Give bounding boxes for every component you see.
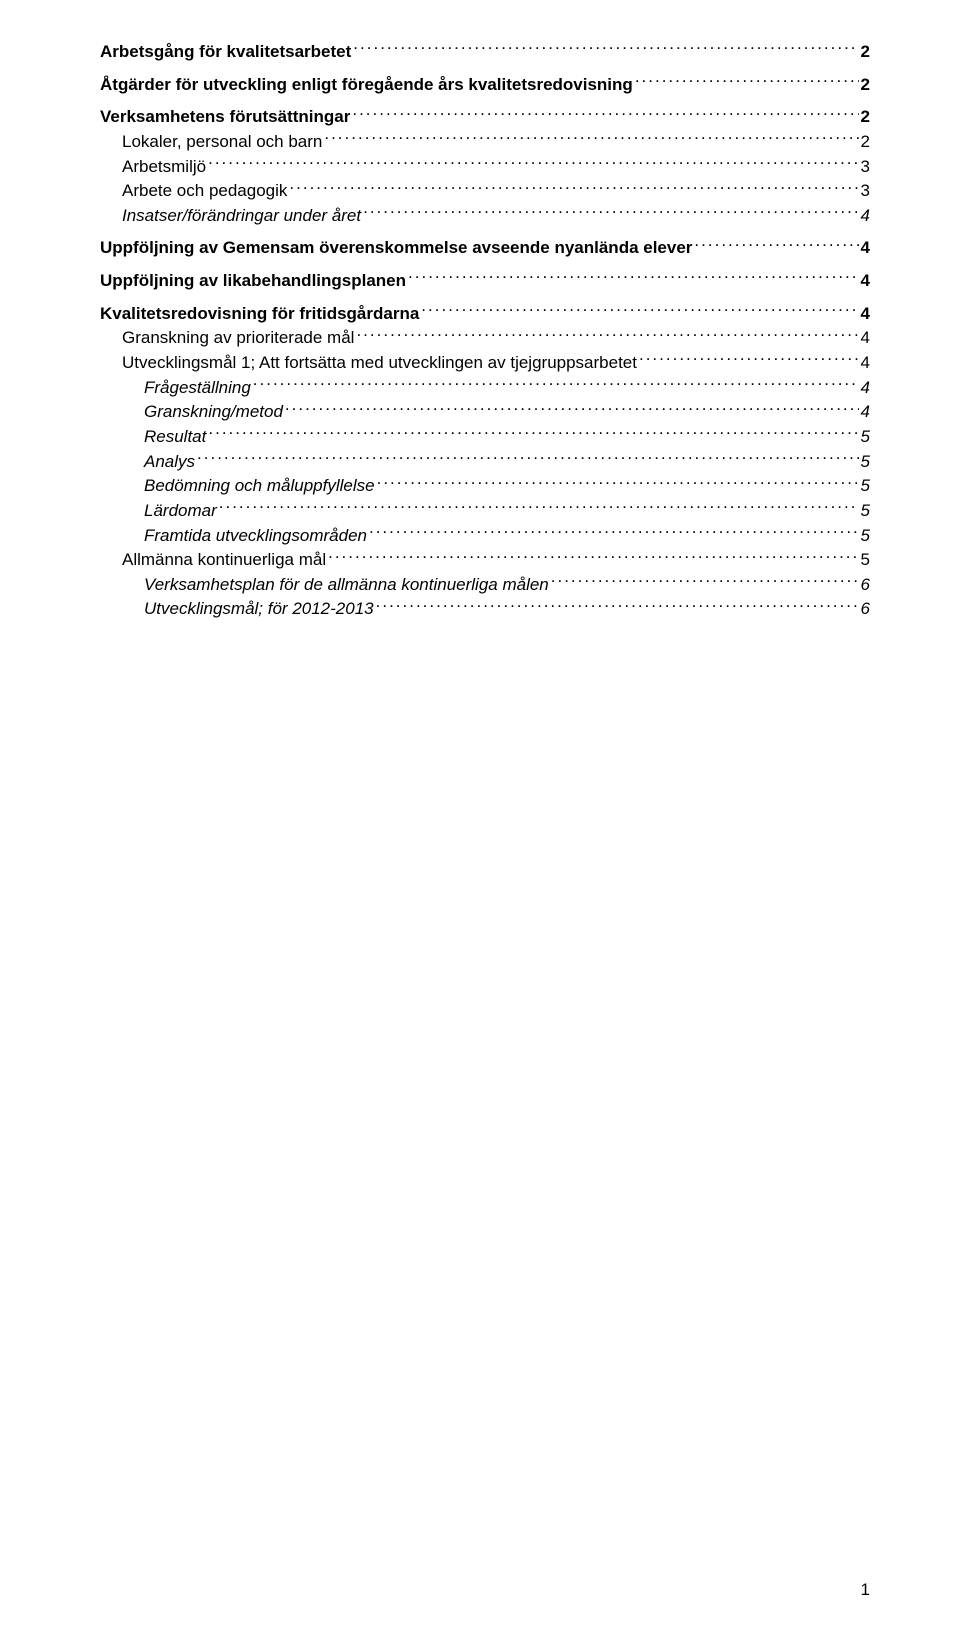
toc-entry-label: Arbetsmiljö: [122, 155, 206, 180]
toc-entry-label: Verksamhetsplan för de allmänna kontinue…: [144, 573, 549, 598]
toc-entry-label: Lärdomar: [144, 499, 217, 524]
toc-leader-dots: [208, 425, 858, 442]
toc-leader-dots: [635, 73, 859, 90]
toc-entry-label: Uppföljning av likabehandlingsplanen: [100, 269, 406, 294]
document-page: Arbetsgång för kvalitetsarbetet 2 Åtgärde…: [0, 0, 960, 1634]
toc-spacer: [100, 97, 870, 105]
toc-entry-page: 5: [861, 499, 870, 524]
toc-entry: Verksamhetsplan för de allmänna kontinue…: [100, 573, 870, 598]
toc-entry-page: 4: [861, 351, 870, 376]
toc-entry: Uppföljning av likabehandlingsplanen 4: [100, 269, 870, 294]
toc-entry-label: Verksamhetens förutsättningar: [100, 105, 350, 130]
toc-entry-page: 4: [861, 302, 870, 327]
toc-leader-dots: [208, 155, 858, 172]
toc-entry-label: Frågeställning: [144, 376, 251, 401]
toc-entry-label: Analys: [144, 450, 195, 475]
toc-entry: Bedömning och måluppfyllelse 5: [100, 474, 870, 499]
toc-entry-page: 2: [861, 130, 870, 155]
toc-entry-page: 5: [861, 425, 870, 450]
toc-entry: Arbetsgång för kvalitetsarbetet 2: [100, 40, 870, 65]
toc-entry-page: 4: [861, 326, 870, 351]
toc-entry-page: 4: [861, 204, 870, 229]
toc-entry-page: 4: [861, 236, 870, 261]
toc-entry-page: 2: [861, 105, 870, 130]
toc-leader-dots: [376, 597, 859, 614]
toc-leader-dots: [369, 524, 859, 541]
toc-entry-page: 5: [861, 450, 870, 475]
toc-entry-page: 2: [861, 40, 870, 65]
toc-entry-page: 4: [861, 376, 870, 401]
toc-entry-label: Utvecklingsmål; för 2012-2013: [144, 597, 374, 622]
toc-leader-dots: [377, 474, 859, 491]
toc-entry-page: 5: [861, 548, 870, 573]
toc-entry-label: Granskning/metod: [144, 400, 283, 425]
toc-leader-dots: [328, 548, 858, 565]
toc-entry: Arbete och pedagogik 3: [100, 179, 870, 204]
toc-entry-label: Allmänna kontinuerliga mål: [122, 548, 326, 573]
toc-entry: Utvecklingsmål 1; Att fortsätta med utve…: [100, 351, 870, 376]
toc-leader-dots: [408, 269, 859, 286]
toc-entry-label: Resultat: [144, 425, 206, 450]
toc-entry-label: Kvalitetsredovisning för fritidsgårdarna: [100, 302, 419, 327]
toc-entry: Verksamhetens förutsättningar 2: [100, 105, 870, 130]
toc-entry: Lokaler, personal och barn 2: [100, 130, 870, 155]
toc-entry-page: 4: [861, 269, 870, 294]
toc-entry: Allmänna kontinuerliga mål 5: [100, 548, 870, 573]
toc-entry: Resultat 5: [100, 425, 870, 450]
toc-entry: Frågeställning 4: [100, 376, 870, 401]
toc-entry-page: 3: [861, 179, 870, 204]
toc-entry: Granskning av prioriterade mål 4: [100, 326, 870, 351]
toc-entry: Uppföljning av Gemensam överenskommelse …: [100, 236, 870, 261]
toc-entry-label: Bedömning och måluppfyllelse: [144, 474, 375, 499]
toc-leader-dots: [353, 40, 858, 57]
toc-leader-dots: [694, 236, 858, 253]
toc-entry-label: Framtida utvecklingsområden: [144, 524, 367, 549]
toc-entry-page: 5: [861, 524, 870, 549]
toc-leader-dots: [363, 204, 858, 221]
toc-entry: Insatser/förändringar under året 4: [100, 204, 870, 229]
toc-leader-dots: [219, 499, 859, 516]
toc-entry-label: Granskning av prioriterade mål: [122, 326, 354, 351]
toc-leader-dots: [639, 351, 859, 368]
toc-entry-page: 5: [861, 474, 870, 499]
toc-entry-label: Utvecklingsmål 1; Att fortsätta med utve…: [122, 351, 637, 376]
toc-spacer: [100, 228, 870, 236]
toc-entry: Framtida utvecklingsområden 5: [100, 524, 870, 549]
toc-spacer: [100, 65, 870, 73]
toc-entry: Lärdomar 5: [100, 499, 870, 524]
toc-leader-dots: [289, 179, 858, 196]
toc-leader-dots: [421, 302, 858, 319]
toc-entry-page: 3: [861, 155, 870, 180]
toc-entry-label: Lokaler, personal och barn: [122, 130, 322, 155]
toc-leader-dots: [324, 130, 858, 147]
toc-entry: Åtgärder för utveckling enligt föregåend…: [100, 73, 870, 98]
toc-entry-label: Insatser/förändringar under året: [122, 204, 361, 229]
footer-page-number: 1: [861, 1580, 870, 1600]
toc-leader-dots: [253, 376, 859, 393]
toc-entry-page: 4: [861, 400, 870, 425]
toc-leader-dots: [197, 450, 859, 467]
toc-leader-dots: [352, 105, 858, 122]
toc-entry: Kvalitetsredovisning för fritidsgårdarna…: [100, 302, 870, 327]
toc-entry-page: 2: [861, 73, 870, 98]
toc-entry-label: Uppföljning av Gemensam överenskommelse …: [100, 236, 692, 261]
toc-entry-page: 6: [861, 573, 870, 598]
table-of-contents: Arbetsgång för kvalitetsarbetet 2 Åtgärde…: [100, 40, 870, 622]
toc-entry-page: 6: [861, 597, 870, 622]
toc-spacer: [100, 261, 870, 269]
toc-entry: Utvecklingsmål; för 2012-2013 6: [100, 597, 870, 622]
toc-leader-dots: [285, 400, 859, 417]
toc-leader-dots: [551, 573, 859, 590]
toc-entry: Arbetsmiljö 3: [100, 155, 870, 180]
toc-entry-label: Arbetsgång för kvalitetsarbetet: [100, 40, 351, 65]
toc-leader-dots: [356, 326, 858, 343]
toc-entry-label: Åtgärder för utveckling enligt föregåend…: [100, 73, 633, 98]
toc-entry: Analys 5: [100, 450, 870, 475]
toc-entry: Granskning/metod 4: [100, 400, 870, 425]
toc-spacer: [100, 294, 870, 302]
toc-entry-label: Arbete och pedagogik: [122, 179, 287, 204]
